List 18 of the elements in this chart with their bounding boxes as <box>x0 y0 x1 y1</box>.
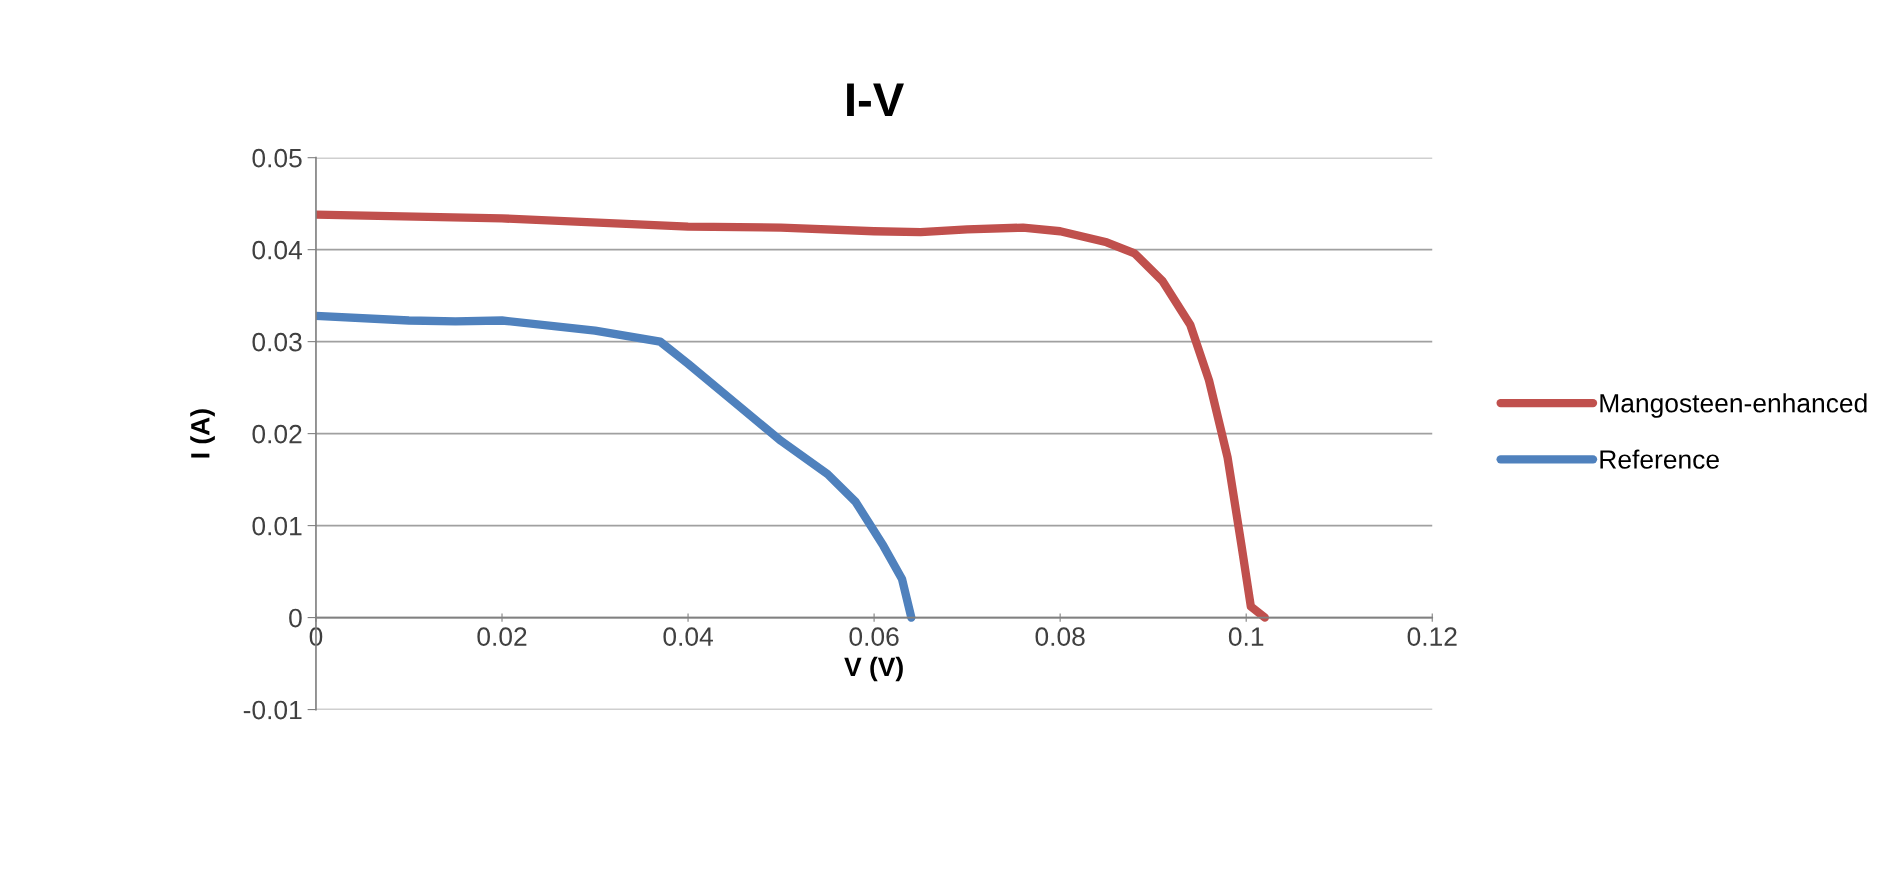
legend-label: Mangosteen-enhanced <box>1600 393 1867 418</box>
y-tick-label: 0.04 <box>252 240 302 260</box>
y-axis-title: I (A) <box>190 409 215 458</box>
x-tick-label: 0.1 <box>1228 627 1264 646</box>
chart-title: I-V <box>847 83 904 117</box>
legend-label: Reference <box>1600 449 1719 469</box>
y-tick-label: 0.02 <box>252 424 302 444</box>
x-tick-label: 0.02 <box>477 627 527 646</box>
x-tick-label: 0.06 <box>849 627 899 646</box>
x-tick-label: 0.12 <box>1407 627 1457 646</box>
y-tick-label: 0 <box>289 608 302 628</box>
y-tick-label: 0.05 <box>252 148 302 168</box>
y-tick-label: 0.01 <box>252 516 302 536</box>
x-axis-title: V (V) <box>844 656 903 682</box>
x-tick-label: 0.08 <box>1035 627 1085 646</box>
x-tick-label: 0.04 <box>663 627 713 646</box>
y-tick-label: 0.03 <box>252 332 302 352</box>
y-tick-label: -0.01 <box>243 700 302 720</box>
